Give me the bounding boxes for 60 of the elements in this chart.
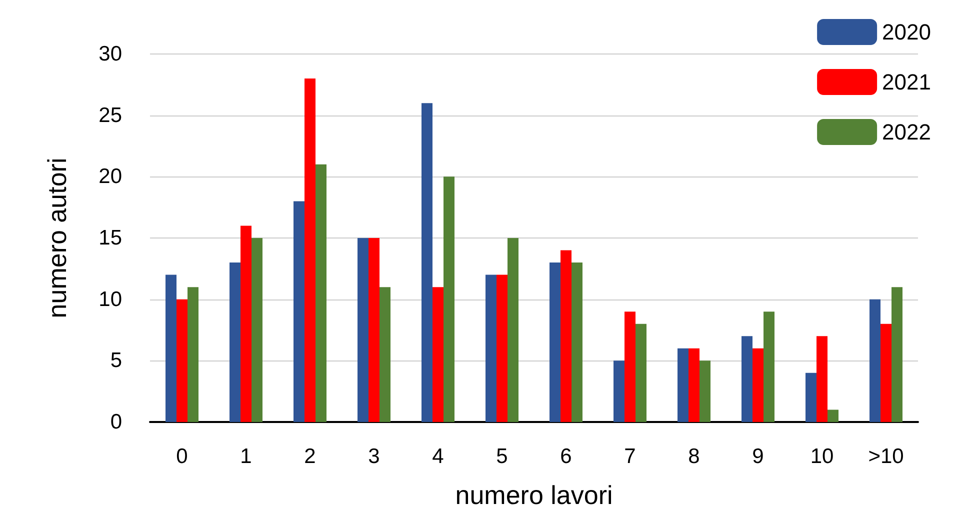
bar [764,312,774,422]
x-axis-title: numero lavori [455,480,613,510]
bar [252,238,262,422]
x-tick-label: 8 [688,445,700,468]
x-tick-label: 9 [752,445,764,468]
x-tick-label: 0 [176,445,188,468]
bar [496,274,508,422]
x-tick-label: 2 [304,445,316,468]
legend-label: 2022 [882,120,932,144]
x-tick-label: >10 [868,445,904,468]
bar [422,103,432,422]
legend-label: 2021 [882,70,932,94]
y-tick-label: 15 [98,226,122,250]
bar [880,324,892,422]
x-tick-label: 6 [560,445,572,468]
y-tick-label: 0 [110,410,122,434]
bar [486,274,496,422]
bar [358,238,368,422]
bar [828,410,838,422]
bar [294,201,304,422]
y-tick-label: 5 [110,349,122,372]
bar [550,262,560,422]
bar [432,287,444,422]
x-tick-label: 1 [240,445,252,468]
y-tick-label: 30 [98,42,122,66]
x-tick-label: 5 [496,445,508,468]
y-tick-label: 25 [98,104,122,127]
bar [380,287,390,422]
bar [892,287,902,422]
bar [230,262,240,422]
y-tick-label: 20 [98,165,122,188]
bar [560,250,572,422]
bar [752,348,764,422]
bar [166,274,176,422]
bar [678,348,688,422]
bar [304,78,316,422]
bar [614,360,624,422]
x-tick-label: 3 [368,445,380,468]
bar [444,176,454,422]
bar [624,312,636,422]
y-axis-title: numero autori [42,158,72,318]
x-tick-label: 4 [432,445,444,468]
bar [742,336,752,422]
bar [176,299,188,422]
bar [700,360,710,422]
bar [816,336,828,422]
bar [316,164,326,422]
bar [688,348,700,422]
bar [870,299,880,422]
bar [636,324,646,422]
bar [240,226,252,422]
bar [508,238,518,422]
y-tick-label: 10 [98,288,122,311]
x-tick-label: 7 [624,445,636,468]
x-tick-label: 10 [810,445,834,468]
bar [188,287,198,422]
bar [806,372,816,422]
bar [572,262,582,422]
bar [368,238,380,422]
legend-label: 2020 [882,20,932,44]
